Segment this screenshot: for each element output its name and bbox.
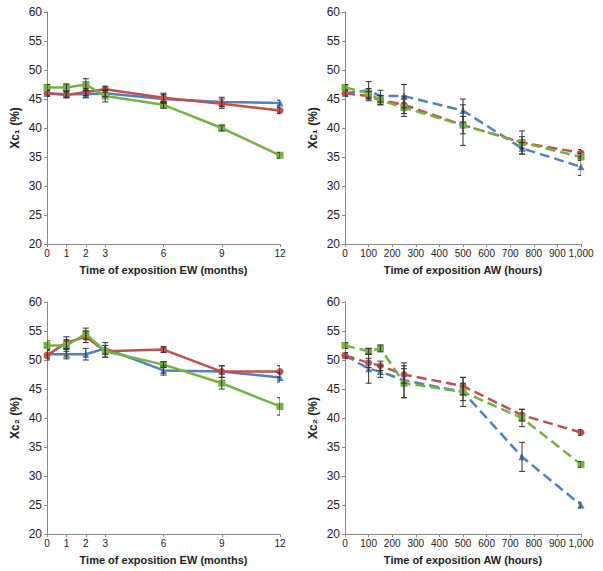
svg-text:55: 55 <box>327 34 341 48</box>
svg-text:20: 20 <box>327 527 341 541</box>
svg-text:60: 60 <box>327 5 341 19</box>
svg-text:1,000: 1,000 <box>568 248 593 259</box>
svg-text:12: 12 <box>274 248 286 259</box>
svg-text:12: 12 <box>274 538 286 549</box>
svg-text:35: 35 <box>29 440 43 454</box>
svg-text:500: 500 <box>455 538 472 549</box>
svg-text:40: 40 <box>327 411 341 425</box>
svg-text:1: 1 <box>64 538 70 549</box>
svg-text:45: 45 <box>327 382 341 396</box>
svg-text:50: 50 <box>327 353 341 367</box>
svg-text:400: 400 <box>431 538 448 549</box>
svg-text:2: 2 <box>83 248 89 259</box>
svg-text:50: 50 <box>327 63 341 77</box>
svg-text:900: 900 <box>549 248 566 259</box>
svg-text:0: 0 <box>44 538 50 549</box>
svg-text:600: 600 <box>478 248 495 259</box>
svg-text:0: 0 <box>44 248 50 259</box>
svg-text:800: 800 <box>525 538 542 549</box>
svg-text:60: 60 <box>29 295 43 309</box>
svg-text:9: 9 <box>219 538 225 549</box>
svg-text:Xc₂ (%): Xc₂ (%) <box>306 397 320 439</box>
svg-text:35: 35 <box>29 150 43 164</box>
svg-text:100: 100 <box>360 538 377 549</box>
svg-text:100: 100 <box>360 248 377 259</box>
svg-text:1,000: 1,000 <box>568 538 593 549</box>
svg-text:Xc₁ (%): Xc₁ (%) <box>8 107 22 149</box>
svg-text:35: 35 <box>327 440 341 454</box>
svg-text:60: 60 <box>29 5 43 19</box>
svg-text:45: 45 <box>29 92 43 106</box>
svg-text:300: 300 <box>407 248 424 259</box>
svg-text:30: 30 <box>327 179 341 193</box>
svg-text:700: 700 <box>502 538 519 549</box>
svg-text:25: 25 <box>327 498 341 512</box>
svg-text:9: 9 <box>219 248 225 259</box>
svg-text:60: 60 <box>327 295 341 309</box>
svg-text:40: 40 <box>29 411 43 425</box>
svg-text:6: 6 <box>161 248 167 259</box>
svg-text:50: 50 <box>29 63 43 77</box>
svg-text:55: 55 <box>327 324 341 338</box>
svg-text:900: 900 <box>549 538 566 549</box>
svg-text:30: 30 <box>29 179 43 193</box>
svg-text:300: 300 <box>407 538 424 549</box>
svg-text:40: 40 <box>327 121 341 135</box>
svg-text:500: 500 <box>455 248 472 259</box>
svg-text:0: 0 <box>342 538 348 549</box>
svg-text:45: 45 <box>29 382 43 396</box>
svg-text:400: 400 <box>431 248 448 259</box>
svg-text:200: 200 <box>384 538 401 549</box>
svg-text:3: 3 <box>102 248 108 259</box>
svg-text:Time of exposition AW (hours): Time of exposition AW (hours) <box>384 264 543 276</box>
svg-text:45: 45 <box>327 92 341 106</box>
svg-text:700: 700 <box>502 248 519 259</box>
svg-text:Xc₁ (%): Xc₁ (%) <box>306 107 320 149</box>
svg-text:35: 35 <box>327 150 341 164</box>
svg-text:25: 25 <box>29 498 43 512</box>
svg-text:3: 3 <box>102 538 108 549</box>
svg-text:40: 40 <box>29 121 43 135</box>
svg-text:55: 55 <box>29 34 43 48</box>
svg-text:Time of exposition EW (months): Time of exposition EW (months) <box>80 554 248 566</box>
svg-text:55: 55 <box>29 324 43 338</box>
svg-text:30: 30 <box>29 469 43 483</box>
svg-text:0: 0 <box>342 248 348 259</box>
svg-text:600: 600 <box>478 538 495 549</box>
svg-text:Time of exposition EW (months): Time of exposition EW (months) <box>80 264 248 276</box>
svg-text:30: 30 <box>327 469 341 483</box>
svg-text:800: 800 <box>525 248 542 259</box>
svg-text:Xc₂ (%): Xc₂ (%) <box>8 397 22 439</box>
svg-text:25: 25 <box>29 208 43 222</box>
svg-text:50: 50 <box>29 353 43 367</box>
svg-text:20: 20 <box>29 237 43 251</box>
svg-text:2: 2 <box>83 538 89 549</box>
svg-text:200: 200 <box>384 248 401 259</box>
svg-text:20: 20 <box>29 527 43 541</box>
svg-text:Time of exposition AW (hours): Time of exposition AW (hours) <box>384 554 543 566</box>
svg-text:25: 25 <box>327 208 341 222</box>
svg-text:1: 1 <box>64 248 70 259</box>
svg-text:20: 20 <box>327 237 341 251</box>
svg-text:6: 6 <box>161 538 167 549</box>
